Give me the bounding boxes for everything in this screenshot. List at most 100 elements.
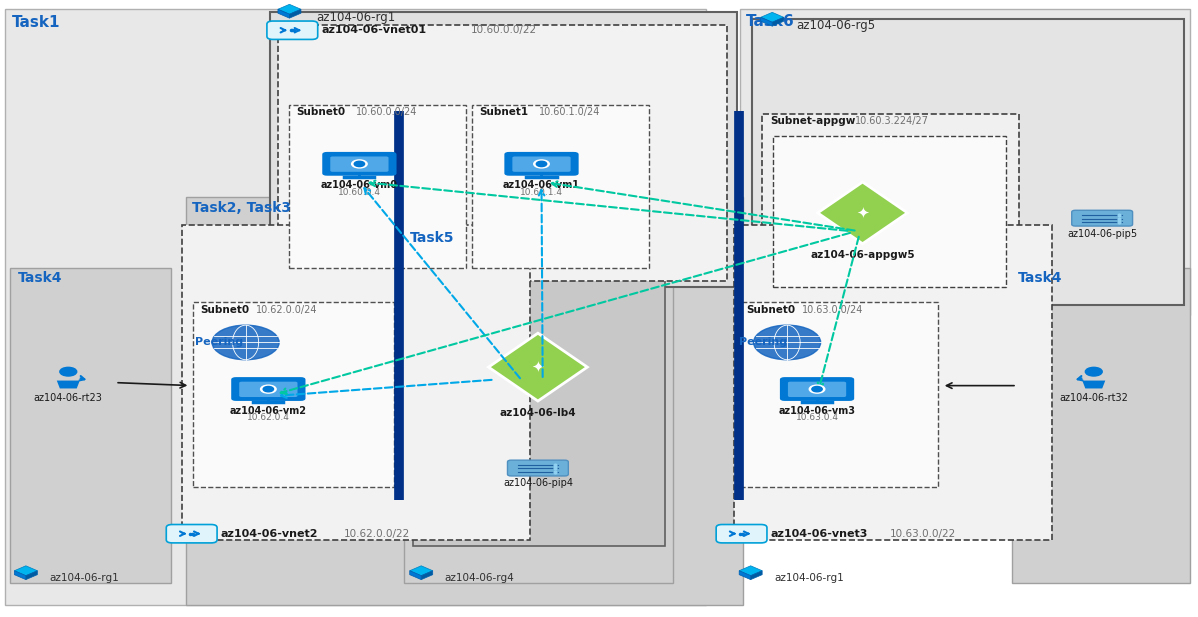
Text: 10.62.0.4: 10.62.0.4 <box>247 413 290 422</box>
Text: 10.62.0.0/22: 10.62.0.0/22 <box>344 529 410 539</box>
Circle shape <box>355 161 364 167</box>
FancyBboxPatch shape <box>504 152 579 176</box>
FancyBboxPatch shape <box>716 524 767 543</box>
Text: Task2, Task3: Task2, Task3 <box>192 201 291 215</box>
Polygon shape <box>761 12 783 22</box>
Polygon shape <box>761 17 773 26</box>
Text: Task6: Task6 <box>746 14 795 28</box>
Polygon shape <box>422 571 432 579</box>
Polygon shape <box>410 566 432 576</box>
Text: 10.60.3.224/27: 10.60.3.224/27 <box>855 116 930 126</box>
Circle shape <box>264 386 273 392</box>
Polygon shape <box>56 381 80 389</box>
Circle shape <box>60 367 77 376</box>
Circle shape <box>352 160 367 168</box>
Bar <box>1012 268 1190 583</box>
Text: Task5: Task5 <box>410 231 454 246</box>
Text: 10.60.0.0/24: 10.60.0.0/24 <box>356 107 417 117</box>
Text: 10.62.0.0/24: 10.62.0.0/24 <box>256 305 317 315</box>
Polygon shape <box>290 9 301 18</box>
FancyBboxPatch shape <box>780 377 854 401</box>
Polygon shape <box>278 4 301 14</box>
Text: az104-06-pip4: az104-06-pip4 <box>503 478 573 489</box>
Circle shape <box>537 161 546 167</box>
Bar <box>740 302 938 487</box>
Bar <box>193 302 394 487</box>
Circle shape <box>534 160 549 168</box>
Bar <box>10 268 171 583</box>
Text: Subnet1: Subnet1 <box>479 107 528 117</box>
FancyBboxPatch shape <box>508 460 568 476</box>
FancyBboxPatch shape <box>231 377 305 401</box>
Bar <box>289 105 466 268</box>
Bar <box>762 114 1019 296</box>
Bar <box>734 225 1052 540</box>
FancyBboxPatch shape <box>322 152 397 176</box>
Bar <box>278 25 727 281</box>
Text: az104-06-rg5: az104-06-rg5 <box>797 19 876 32</box>
Text: ✦: ✦ <box>532 360 544 375</box>
Text: Task4: Task4 <box>18 271 62 286</box>
FancyBboxPatch shape <box>788 382 846 397</box>
Text: 10.60.1.0/24: 10.60.1.0/24 <box>539 107 600 117</box>
Text: az104-06-vnet3: az104-06-vnet3 <box>770 529 867 539</box>
Text: az104-06-appgw5: az104-06-appgw5 <box>810 250 915 260</box>
Circle shape <box>754 325 821 360</box>
FancyBboxPatch shape <box>240 382 297 397</box>
Polygon shape <box>739 566 762 576</box>
Bar <box>413 244 665 546</box>
Polygon shape <box>773 17 783 26</box>
Bar <box>5 9 706 605</box>
Text: az104-06-vnet01: az104-06-vnet01 <box>321 25 426 35</box>
Text: 10.60.1.4: 10.60.1.4 <box>520 188 563 197</box>
Text: az104-06-rg1: az104-06-rg1 <box>774 573 843 582</box>
Polygon shape <box>410 571 422 579</box>
Text: Peering: Peering <box>195 337 243 347</box>
Bar <box>186 197 743 605</box>
Bar <box>740 9 1190 315</box>
FancyBboxPatch shape <box>1072 210 1132 226</box>
Bar <box>472 105 649 268</box>
Text: Task4: Task4 <box>1018 271 1063 286</box>
Bar <box>404 228 673 583</box>
Text: 10.63.0.0/24: 10.63.0.0/24 <box>801 305 863 315</box>
Text: az104-06-rg1: az104-06-rg1 <box>316 11 395 24</box>
Polygon shape <box>489 333 587 401</box>
FancyBboxPatch shape <box>331 157 388 172</box>
Bar <box>752 19 1184 305</box>
Text: az104-06-rt32: az104-06-rt32 <box>1059 393 1129 403</box>
Polygon shape <box>26 571 37 579</box>
Bar <box>270 12 737 287</box>
FancyBboxPatch shape <box>167 524 217 543</box>
Text: Peering: Peering <box>739 337 787 347</box>
Text: az104-06-rg4: az104-06-rg4 <box>444 573 514 582</box>
Text: Subnet0: Subnet0 <box>200 305 249 315</box>
Text: ✦: ✦ <box>857 205 869 220</box>
Text: 10.60.0.4: 10.60.0.4 <box>338 188 381 197</box>
Text: az104-06-vm2: az104-06-vm2 <box>230 405 307 416</box>
Circle shape <box>812 386 822 392</box>
Circle shape <box>261 385 276 393</box>
Text: az104-06-vm0: az104-06-vm0 <box>321 180 398 191</box>
Text: az104-06-rt23: az104-06-rt23 <box>34 393 103 403</box>
Text: az104-06-pip5: az104-06-pip5 <box>1067 228 1137 239</box>
Text: Subnet0: Subnet0 <box>296 107 345 117</box>
Text: 10.63.0.4: 10.63.0.4 <box>795 413 839 422</box>
Text: az104-06-lb4: az104-06-lb4 <box>500 408 576 418</box>
Polygon shape <box>817 182 908 244</box>
Circle shape <box>810 385 824 393</box>
Polygon shape <box>739 571 751 579</box>
Text: Task1: Task1 <box>12 15 60 30</box>
Text: Subnet-appgw: Subnet-appgw <box>770 116 855 126</box>
Text: az104-06-vm1: az104-06-vm1 <box>503 180 580 191</box>
Polygon shape <box>14 571 26 579</box>
Polygon shape <box>14 566 37 576</box>
Circle shape <box>212 325 279 360</box>
Text: 10.60.0.0/22: 10.60.0.0/22 <box>471 25 537 35</box>
Bar <box>182 225 530 540</box>
Polygon shape <box>1082 381 1106 389</box>
Polygon shape <box>751 571 762 579</box>
FancyBboxPatch shape <box>513 157 570 172</box>
Text: az104-06-rg1: az104-06-rg1 <box>49 573 119 582</box>
Text: az104-06-vnet2: az104-06-vnet2 <box>220 529 317 539</box>
